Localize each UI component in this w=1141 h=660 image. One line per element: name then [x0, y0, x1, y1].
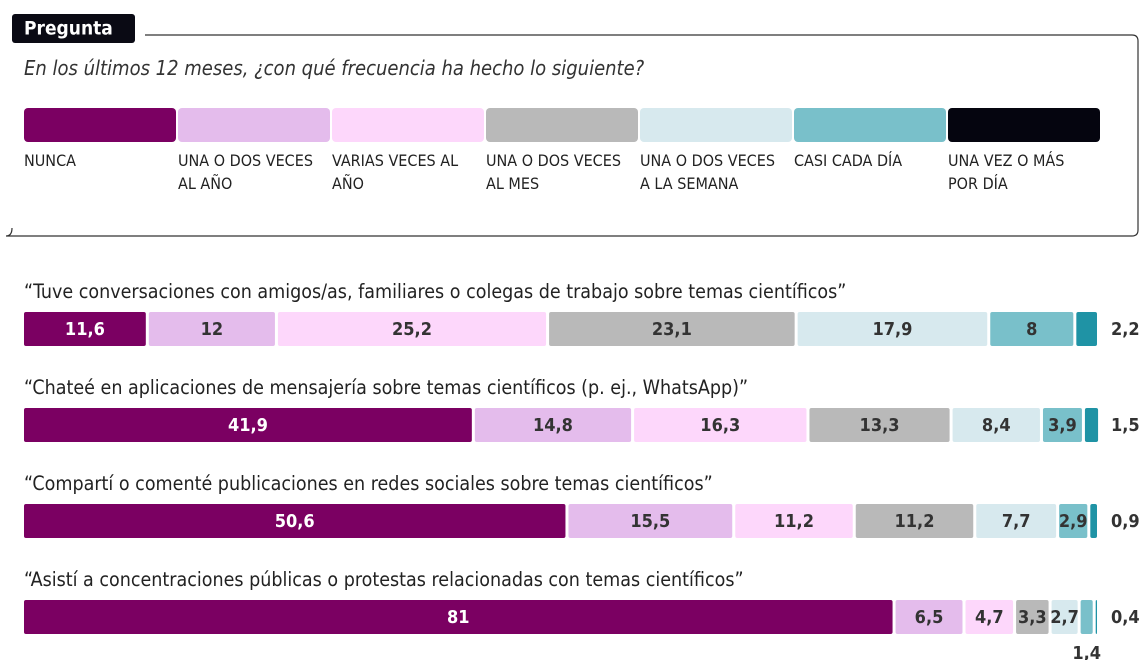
bar-segment: [1080, 600, 1093, 634]
value-label: 1,5: [1111, 415, 1140, 436]
bar-segment: [952, 408, 1040, 442]
bar-segment: [148, 312, 275, 346]
question: En los últimos 12 meses, ¿con qué frecue…: [24, 56, 645, 80]
value-label: 7,7: [1002, 511, 1031, 532]
bar-segment: [809, 408, 950, 442]
value-label: 25,2: [392, 319, 432, 340]
value-label: 13,3: [860, 415, 900, 436]
bar-segment: [568, 504, 733, 538]
legend-label: UNA VEZ O MÁS POR DÍA: [948, 151, 1065, 193]
value-label: 0,4: [1111, 607, 1140, 628]
value-label: 81: [447, 607, 470, 628]
bar-segment: [1076, 312, 1097, 346]
legend-label: UNA O DOS VECES AL AÑO: [178, 151, 313, 193]
bar-segment: [1042, 408, 1082, 442]
value-label: 17,9: [872, 319, 912, 340]
value-label: 11,2: [895, 511, 935, 532]
value-label: 6,5: [915, 607, 944, 628]
tab-label: Pregunta: [24, 18, 113, 40]
value-label: 1,4: [1072, 643, 1101, 660]
value-label: 2,2: [1111, 319, 1140, 340]
bar-segment: [24, 408, 472, 442]
legend-swatch: [332, 108, 484, 142]
value-label: 15,5: [630, 511, 670, 532]
bar-segment: [24, 312, 146, 346]
bar-segment: [24, 600, 893, 634]
bar-segment: [895, 600, 963, 634]
value-label: 11,2: [774, 511, 814, 532]
value-label: 12: [201, 319, 224, 340]
bar-segment: [1016, 600, 1049, 634]
row-title: “Tuve conversaciones con amigos/as, fami…: [24, 280, 847, 303]
bar-segment: [1084, 408, 1099, 442]
bar-segment: [797, 312, 988, 346]
row-title: “Compartí o comenté publicaciones en red…: [24, 472, 713, 495]
value-label: 23,1: [652, 319, 692, 340]
legend-swatch: [948, 108, 1100, 142]
value-label: 4,7: [975, 607, 1004, 628]
bar-segment: [1095, 600, 1097, 634]
value-label: 41,9: [228, 415, 268, 436]
bar-segment: [976, 504, 1057, 538]
value-label: 11,6: [65, 319, 105, 340]
question-frame: [5, 34, 1139, 237]
bar-segment: [1090, 504, 1097, 538]
value-label: 3,9: [1048, 415, 1077, 436]
value-label: 8,4: [982, 415, 1011, 436]
value-label: 2,9: [1059, 511, 1088, 532]
bar-segment: [634, 408, 807, 442]
value-label: 14,8: [533, 415, 573, 436]
value-label: 16,3: [700, 415, 740, 436]
value-label: 50,6: [275, 511, 315, 532]
legend-label: UNA O DOS VECES AL MES: [486, 151, 621, 193]
legend-swatch: [24, 108, 176, 142]
bar-segment: [277, 312, 547, 346]
bar-segment: [474, 408, 632, 442]
bar-segment: [24, 504, 566, 538]
legend-swatch: [178, 108, 330, 142]
bar-segment: [855, 504, 974, 538]
legend-swatch: [640, 108, 792, 142]
legend-label: NUNCA: [24, 151, 76, 170]
tab: [12, 14, 135, 43]
bar-segment: [965, 600, 1014, 634]
bar-segment: [1051, 600, 1078, 634]
value-label: 8: [1026, 319, 1037, 340]
legend-label: VARIAS VECES AL AÑO: [332, 151, 459, 193]
bar-segment: [549, 312, 795, 346]
value-label: 0,9: [1111, 511, 1140, 532]
legend-swatch: [486, 108, 638, 142]
bar-segment: [1059, 504, 1088, 538]
legend-label: CASI CADA DÍA: [794, 151, 903, 170]
row-title: “Asistí a concentraciones públicas o pro…: [24, 568, 744, 591]
legend-swatch: [794, 108, 946, 142]
bar-segment: [735, 504, 853, 538]
row-title: “Chateé en aplicaciones de mensajería so…: [24, 376, 749, 399]
value-label: 3,3: [1018, 607, 1047, 628]
value-label: 2,7: [1050, 607, 1079, 628]
bar-segment: [990, 312, 1074, 346]
legend-label: UNA O DOS VECES A LA SEMANA: [640, 151, 775, 193]
